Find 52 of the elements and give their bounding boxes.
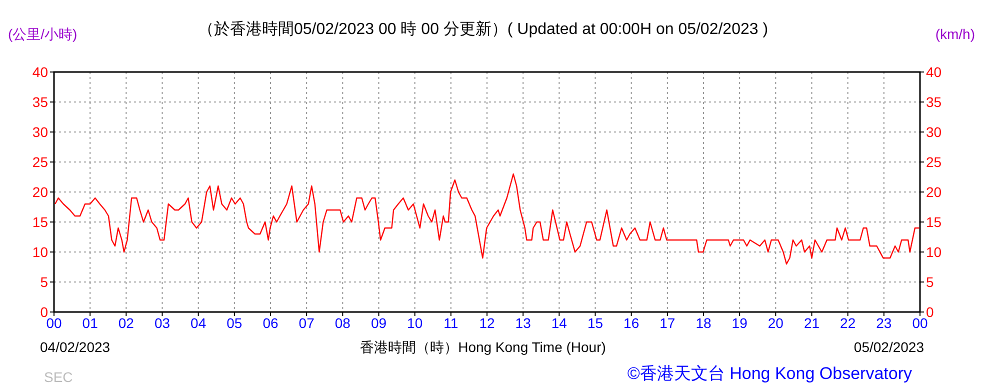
- x-tick-label: 07: [298, 315, 315, 331]
- x-tick-label: 04: [190, 315, 206, 331]
- y-tick-label: 20: [32, 184, 48, 200]
- y2-tick-label: 20: [926, 184, 942, 200]
- text: SEC: [44, 369, 73, 385]
- x-tick-label: 16: [624, 315, 640, 331]
- y-tick-label: 15: [32, 214, 48, 230]
- x-tick-label: 06: [262, 315, 278, 331]
- y-axis-title: (公里/小時): [8, 26, 78, 42]
- x-tick-label: 08: [334, 315, 351, 331]
- x-tick-label: 03: [154, 315, 170, 331]
- x-tick-label: 22: [840, 315, 856, 331]
- x-tick-label: 18: [696, 315, 712, 331]
- x-tick-label: 13: [515, 315, 532, 331]
- y2-tick-label: 10: [926, 244, 942, 260]
- x-tick-label: 15: [587, 315, 604, 331]
- x-tick-label: 00: [46, 315, 62, 331]
- y2-tick-label: 25: [926, 154, 942, 170]
- text: 05/02/2023: [854, 339, 924, 355]
- text: 04/02/2023: [40, 339, 110, 355]
- y-tick-label: 25: [32, 154, 48, 170]
- x-tick-label: 02: [118, 315, 134, 331]
- x-axis-title: 香港時間（時）Hong Kong Time (Hour): [360, 339, 606, 355]
- y2-tick-label: 15: [926, 214, 942, 230]
- x-tick-label: 14: [551, 315, 568, 331]
- x-tick-label: 00: [912, 315, 928, 331]
- x-tick-label: 11: [444, 315, 458, 331]
- text: ©香港天文台 Hong Kong Observatory: [627, 364, 912, 383]
- x-tick-label: 01: [82, 315, 98, 331]
- x-tick-label: 20: [768, 315, 784, 331]
- y2-tick-label: 35: [926, 94, 942, 110]
- x-tick-label: 05: [226, 315, 242, 331]
- x-tick-label: 09: [370, 315, 387, 331]
- y2-axis-title: (km/h): [935, 26, 975, 42]
- y-tick-label: 10: [32, 244, 48, 260]
- y2-tick-label: 0: [926, 304, 934, 320]
- x-tick-label: 12: [479, 315, 495, 331]
- chart-title: （於香港時間05/02/2023 00 時 00 分更新）( Updated at 00:00H on 05/02/2023 ): [198, 20, 768, 38]
- x-tick-label: 21: [804, 315, 820, 331]
- x-tick-label: 19: [732, 315, 748, 331]
- y2-tick-label: 40: [926, 64, 942, 80]
- x-tick-label: 10: [407, 315, 423, 331]
- y-tick-label: 30: [32, 124, 48, 140]
- y-tick-label: 35: [32, 94, 48, 110]
- line-series: [54, 173, 920, 265]
- y2-tick-label: 30: [926, 124, 942, 140]
- y2-tick-label: 5: [926, 274, 934, 290]
- x-tick-label: 23: [876, 315, 892, 331]
- y-tick-label: 0: [40, 304, 48, 320]
- y-tick-label: 5: [40, 274, 48, 290]
- y-tick-label: 40: [32, 64, 48, 80]
- x-tick-label: 17: [660, 315, 676, 331]
